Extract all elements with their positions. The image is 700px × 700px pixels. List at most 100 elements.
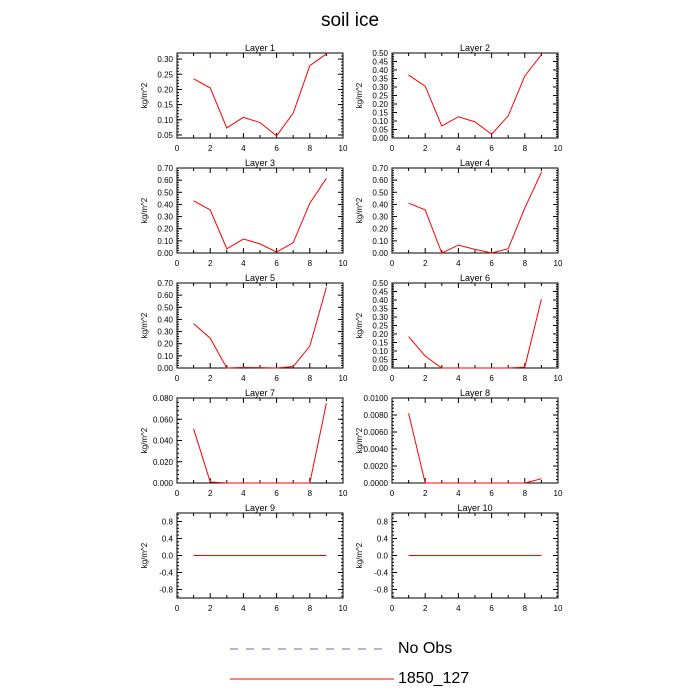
x-tick-label: 2 (423, 374, 428, 383)
y-tick-label: 0.20 (157, 85, 173, 94)
y-tick-label: 0.00 (157, 249, 173, 258)
x-tick-label: 4 (241, 374, 246, 383)
y-tick-label: 0.0080 (364, 411, 389, 420)
y-axis-label: kg/m^2 (140, 312, 149, 338)
y-tick-label: 0.20 (157, 340, 173, 349)
y-tick-label: 0.45 (372, 288, 388, 297)
x-tick-label: 10 (554, 604, 563, 613)
panel-5: Layer 5 0 2 4 6 8 10 0.00 0.10 0.20 0.30 0.40 0.50 0.… (140, 273, 348, 383)
y-tick-label: 0.10 (157, 352, 173, 361)
y-tick-label: 0.60 (157, 176, 173, 185)
y-tick-label: 0.05 (157, 131, 173, 140)
plot-frame (176, 397, 344, 484)
y-tick-label: 0.20 (157, 225, 173, 234)
series-line (193, 403, 327, 484)
y-tick-label: 0.40 (157, 200, 173, 209)
figure-title: soil ice (320, 10, 380, 31)
x-tick-label: 6 (489, 489, 494, 498)
y-tick-label: 0.4 (162, 535, 174, 544)
y-tick-label: 0.25 (372, 92, 388, 101)
plot-frame (176, 52, 344, 139)
y-tick-label: 0.0000 (364, 479, 389, 488)
x-tick-label: 0 (175, 489, 180, 498)
y-tick-label: 0.15 (157, 101, 173, 110)
y-tick-label: 0.50 (157, 303, 173, 312)
x-tick-label: 8 (523, 259, 528, 268)
y-tick-label: -0.8 (374, 586, 388, 595)
x-tick-label: 6 (489, 604, 494, 613)
panel-9: Layer 9 0 2 4 6 8 10 -0.8 -0.4 0.0 0.4 0.8 kg/m^2 (140, 503, 348, 613)
y-tick-label: 0.70 (372, 164, 388, 173)
panel-title: Layer 1 (245, 43, 275, 53)
y-tick-label: 0.35 (372, 305, 388, 314)
y-tick-label: 0.30 (372, 213, 388, 222)
y-tick-label: 0.15 (372, 339, 388, 348)
y-tick-label: 0.8 (162, 518, 174, 527)
legend (230, 648, 394, 680)
y-tick-label: 0.05 (372, 356, 388, 365)
y-tick-label: 0.0 (162, 552, 174, 561)
y-tick-label: 0.000 (153, 479, 174, 488)
y-tick-label: 0.20 (372, 225, 388, 234)
x-tick-label: 10 (554, 144, 563, 153)
panel-title: Layer 7 (245, 388, 275, 398)
y-tick-label: 0.10 (372, 347, 388, 356)
plot-frame (176, 282, 344, 369)
panel-3: Layer 3 0 2 4 6 8 10 0.00 0.10 0.20 0.30 0.40 0.50 0.… (140, 158, 348, 268)
y-axis-label: kg/m^2 (355, 197, 364, 223)
x-tick-label: 0 (390, 604, 395, 613)
x-tick-label: 10 (339, 144, 348, 153)
y-tick-label: 0.40 (372, 200, 388, 209)
y-tick-label: 0.060 (153, 415, 174, 424)
x-tick-label: 8 (523, 374, 528, 383)
legend-label-no-obs: No Obs (398, 640, 453, 657)
y-tick-label: 0.70 (157, 279, 173, 288)
y-tick-label: 0.20 (372, 330, 388, 339)
y-tick-label: 0.0100 (364, 394, 389, 403)
y-tick-label: 0.040 (153, 437, 174, 446)
panel-10: Layer 10 0 2 4 6 8 10 -0.8 -0.4 0.0 0.4 0.8 kg/m^2 (355, 503, 563, 613)
y-axis-label: kg/m^2 (140, 82, 149, 108)
y-tick-label: 0.10 (157, 116, 173, 125)
panel-1: Layer 1 0 2 4 6 8 10 0.05 0.10 0.15 0.20 0.25 0.30 kg… (140, 43, 348, 153)
x-tick-label: 6 (274, 604, 279, 613)
y-tick-label: 0.30 (157, 55, 173, 64)
x-tick-label: 0 (175, 144, 180, 153)
series-line (408, 299, 542, 369)
y-tick-label: 0.00 (372, 249, 388, 258)
series-line (408, 413, 542, 484)
y-tick-label: 0.50 (372, 279, 388, 288)
x-tick-label: 0 (390, 259, 395, 268)
x-tick-label: 8 (308, 604, 313, 613)
y-tick-label: 0.05 (372, 126, 388, 135)
x-tick-label: 10 (339, 489, 348, 498)
y-axis-label: kg/m^2 (355, 427, 364, 453)
plot-frame (391, 282, 559, 369)
x-tick-label: 8 (308, 144, 313, 153)
x-tick-label: 10 (339, 604, 348, 613)
x-tick-label: 0 (175, 604, 180, 613)
panel-title: Layer 2 (460, 43, 490, 53)
x-tick-label: 10 (339, 259, 348, 268)
x-tick-label: 4 (456, 604, 461, 613)
panel-title: Layer 10 (457, 503, 492, 513)
x-tick-label: 2 (208, 604, 213, 613)
panel-7: Layer 7 0 2 4 6 8 10 0.000 0.020 0.040 0.060 0.080 k… (140, 388, 348, 498)
y-tick-label: 0.45 (372, 58, 388, 67)
x-tick-label: 2 (208, 374, 213, 383)
x-tick-label: 8 (308, 259, 313, 268)
y-tick-label: 0.0060 (364, 428, 389, 437)
x-tick-label: 6 (274, 374, 279, 383)
series-line (193, 287, 327, 369)
x-tick-label: 8 (523, 604, 528, 613)
y-axis-label: kg/m^2 (355, 312, 364, 338)
x-tick-label: 4 (456, 144, 461, 153)
y-tick-label: 0.20 (372, 100, 388, 109)
y-tick-label: 0.0 (377, 552, 389, 561)
x-tick-label: 8 (523, 489, 528, 498)
y-tick-label: 0.40 (157, 315, 173, 324)
legend-label-1850-127: 1850_127 (398, 670, 470, 687)
x-tick-label: 4 (456, 259, 461, 268)
x-tick-label: 2 (423, 259, 428, 268)
